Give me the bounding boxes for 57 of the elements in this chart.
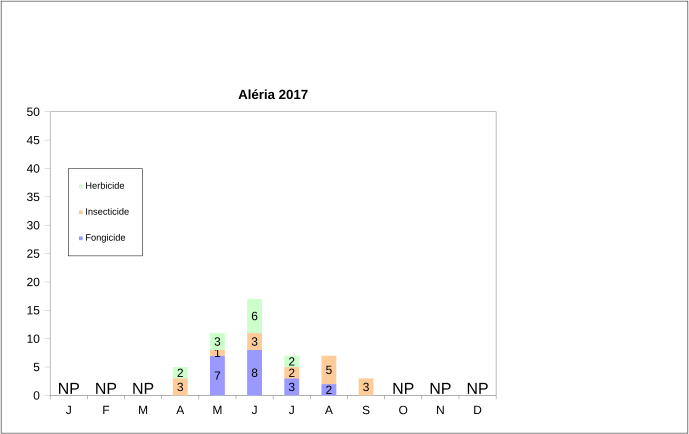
y-tick-label: 30: [27, 220, 40, 230]
annotation: NP: [96, 382, 116, 394]
y-tick-label: 10: [27, 334, 40, 343]
x-tick-label: J: [288, 406, 294, 414]
data-label: 3: [288, 382, 295, 392]
bar: [210, 350, 225, 356]
data-label: 3: [214, 337, 220, 346]
x-tick-label: A: [176, 406, 184, 414]
data-label: 8: [252, 368, 258, 377]
y-tick-label: 15: [27, 306, 40, 314]
y-tick-label: 40: [26, 164, 40, 173]
annotation: NP: [430, 382, 451, 394]
annotation: NP: [468, 382, 488, 394]
bar: [321, 384, 336, 396]
y-tick-label: 50: [27, 107, 40, 116]
data-label: 3: [252, 337, 258, 346]
bar: [284, 378, 300, 396]
annotation: NP: [393, 382, 414, 394]
x-tick-label: F: [103, 406, 110, 414]
bar: [247, 350, 262, 396]
x-tick-label: J: [252, 406, 257, 414]
y-tick-label: 35: [27, 192, 40, 201]
data-label: 2: [326, 385, 332, 394]
x-tick-label: O: [399, 406, 408, 414]
y-tick-label: 5: [34, 362, 40, 372]
bar: [247, 332, 262, 350]
legend-label: Herbicide: [86, 182, 124, 189]
bar: [210, 356, 225, 396]
data-label: 7: [214, 371, 220, 380]
x-tick-label: J: [66, 406, 71, 414]
legend-label: Fongicide: [86, 234, 126, 242]
bar: [247, 298, 262, 333]
data-label: 2: [178, 368, 183, 377]
bar: [321, 356, 336, 384]
data-label: 6: [252, 312, 258, 320]
x-tick-label: M: [139, 406, 148, 414]
x-tick-label: D: [474, 406, 482, 414]
data-label: 3: [363, 382, 369, 392]
y-tick-label: 25: [27, 249, 40, 258]
x-tick-label: S: [362, 406, 370, 414]
annotation: NP: [133, 382, 154, 394]
x-tick-label: M: [213, 406, 222, 414]
x-tick-label: N: [437, 406, 444, 414]
data-label: 2: [289, 357, 294, 366]
annotation: NP: [59, 382, 79, 394]
data-label: 3: [177, 382, 184, 392]
data-label: 2: [289, 368, 294, 377]
data-label: 5: [326, 366, 332, 374]
chart-title: Aléria 2017: [238, 89, 308, 99]
y-tick-label: 20: [27, 278, 40, 286]
y-tick-label: 0: [34, 391, 40, 400]
x-tick-label: A: [324, 406, 333, 414]
y-tick-label: 45: [26, 136, 40, 144]
legend-label: Insecticide: [86, 208, 129, 215]
bar: [210, 332, 225, 350]
bar: [172, 378, 188, 396]
bar: [358, 378, 374, 396]
